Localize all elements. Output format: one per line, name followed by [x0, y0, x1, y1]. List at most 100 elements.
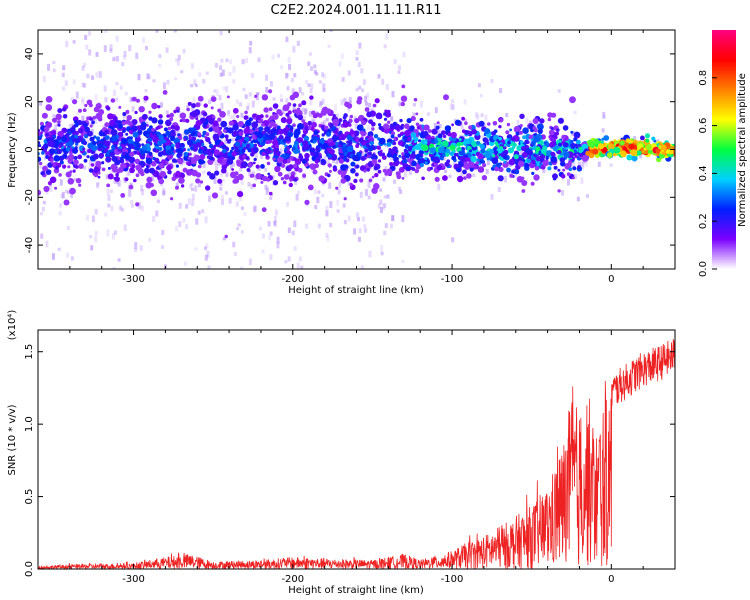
heatmap-cell	[135, 173, 140, 178]
heatmap-cell	[89, 117, 93, 121]
heatmap-cell	[276, 236, 280, 244]
heatmap-cell	[449, 151, 454, 156]
x-tick-label: -200	[281, 274, 304, 285]
heatmap-cell	[284, 135, 291, 142]
heatmap-cell	[484, 138, 489, 144]
heatmap-cell	[530, 181, 535, 186]
heatmap-cell	[456, 167, 461, 172]
heatmap-cell	[39, 121, 45, 126]
heatmap-cell	[628, 143, 635, 150]
heatmap-cell	[176, 109, 180, 113]
heatmap-cell	[83, 62, 87, 68]
heatmap-cell	[537, 123, 544, 131]
heatmap-cell	[484, 114, 488, 121]
heatmap-cell	[178, 154, 182, 158]
heatmap-cell	[265, 87, 269, 93]
heatmap-cell	[47, 140, 54, 147]
heatmap-cell	[404, 149, 409, 154]
heatmap-cell	[165, 145, 172, 151]
heatmap-cell	[255, 151, 259, 159]
heatmap-cell	[441, 140, 449, 147]
heatmap-cell	[40, 233, 44, 239]
heatmap-cell	[369, 135, 373, 140]
heatmap-cell	[399, 118, 403, 123]
heatmap-cell	[229, 59, 233, 64]
heatmap-cell	[442, 134, 447, 139]
heatmap-cell	[493, 129, 498, 134]
heatmap-cell	[354, 172, 359, 177]
heatmap-cell	[475, 112, 479, 119]
heatmap-cell	[199, 180, 204, 184]
heatmap-cell	[207, 265, 211, 269]
heatmap-cell	[58, 211, 62, 216]
heatmap-cell	[112, 142, 116, 145]
heatmap-cell	[73, 178, 77, 182]
heatmap-cell	[57, 135, 62, 141]
heatmap-cell	[45, 169, 52, 175]
heatmap-cell	[174, 131, 178, 139]
heatmap-cell	[203, 150, 207, 155]
heatmap-cell	[624, 142, 630, 148]
heatmap-cell	[387, 109, 391, 114]
heatmap-cell	[247, 102, 251, 108]
heatmap-cell	[287, 227, 291, 234]
heatmap-cell	[411, 160, 417, 167]
heatmap-cell	[43, 185, 50, 193]
heatmap-cell	[182, 157, 186, 164]
heatmap-cell	[353, 116, 357, 121]
heatmap-cell	[107, 166, 111, 170]
heatmap-cell	[520, 150, 524, 157]
heatmap-cell	[92, 153, 99, 160]
heatmap-cell	[175, 58, 179, 63]
heatmap-cell	[65, 132, 70, 138]
heatmap-cell	[61, 136, 67, 142]
heatmap-cell	[460, 125, 464, 130]
heatmap-cell	[385, 33, 389, 40]
heatmap-cell	[125, 109, 130, 114]
heatmap-cell	[347, 181, 351, 186]
heatmap-cell	[359, 178, 364, 183]
y-tick-label: 1.5	[24, 344, 35, 360]
heatmap-cell	[341, 146, 349, 153]
heatmap-cell	[310, 152, 314, 156]
heatmap-cell	[234, 13, 237, 17]
heatmap-cell	[159, 170, 167, 178]
heatmap-cell	[580, 163, 584, 170]
heatmap-cell	[267, 152, 271, 159]
heatmap-cell	[367, 195, 371, 200]
heatmap-cell	[358, 228, 362, 234]
heatmap-cell	[183, 138, 187, 142]
heatmap-cell	[519, 113, 525, 120]
heatmap-cell	[326, 159, 330, 167]
heatmap-cell	[539, 118, 545, 124]
heatmap-cell	[151, 175, 155, 182]
heatmap-cell	[345, 158, 350, 163]
heatmap-cell	[391, 91, 395, 98]
heatmap-cell	[235, 99, 239, 104]
heatmap-cell	[42, 200, 46, 205]
heatmap-cell	[95, 112, 103, 120]
heatmap-cell	[424, 161, 428, 165]
heatmap-cell	[531, 160, 536, 164]
heatmap-cell	[155, 30, 159, 33]
heatmap-cell	[252, 183, 257, 188]
heatmap-cell	[174, 160, 178, 165]
heatmap-cell	[285, 201, 289, 207]
heatmap-cell	[311, 121, 317, 128]
heatmap-cell	[64, 80, 68, 87]
heatmap-cell	[191, 105, 195, 111]
heatmap-cell	[321, 72, 325, 78]
heatmap-cell	[301, 107, 305, 112]
heatmap-cell	[477, 153, 484, 160]
snr-ticks: -300 -200 -100 00.00.51.01.5	[24, 330, 676, 585]
heatmap-cell	[401, 152, 405, 156]
heatmap-cell	[422, 144, 429, 152]
heatmap-cell	[92, 115, 96, 120]
heatmap-cell	[194, 247, 198, 251]
heatmap-cell	[332, 167, 338, 172]
heatmap-cell	[81, 65, 85, 71]
heatmap-cell	[476, 140, 481, 145]
heatmap-cell	[232, 179, 237, 184]
heatmap-cell	[47, 63, 51, 71]
heatmap-cell	[479, 143, 485, 149]
